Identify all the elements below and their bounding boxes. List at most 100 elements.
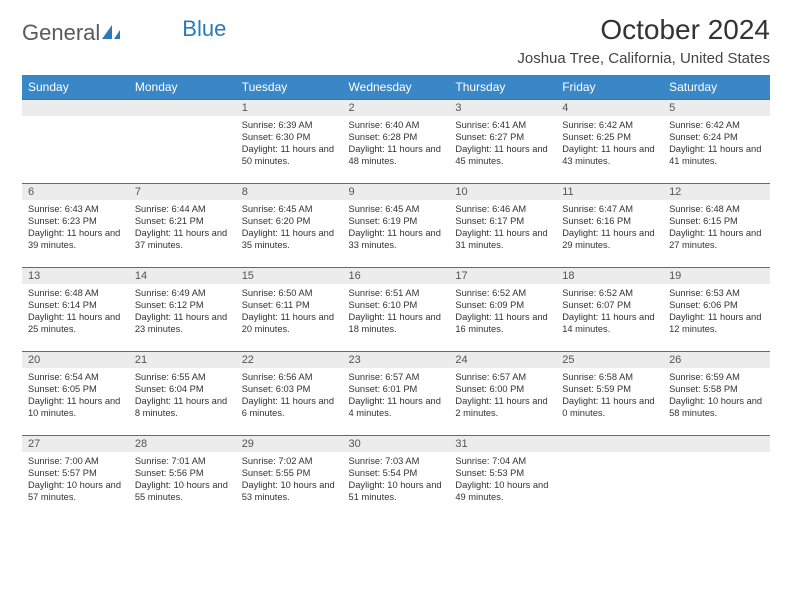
sunset-line: Sunset: 6:10 PM	[349, 299, 444, 311]
day-details: Sunrise: 6:45 AMSunset: 6:20 PMDaylight:…	[236, 200, 343, 257]
day-cell: 25Sunrise: 6:58 AMSunset: 5:59 PMDayligh…	[556, 352, 663, 436]
day-details: Sunrise: 6:57 AMSunset: 6:01 PMDaylight:…	[343, 368, 450, 425]
sunset-line: Sunset: 5:53 PM	[455, 467, 550, 479]
sunset-line: Sunset: 6:00 PM	[455, 383, 550, 395]
day-details	[556, 452, 663, 508]
day-details: Sunrise: 7:01 AMSunset: 5:56 PMDaylight:…	[129, 452, 236, 509]
daylight-line: Daylight: 11 hours and 45 minutes.	[455, 143, 550, 167]
day-header-row: SundayMondayTuesdayWednesdayThursdayFrid…	[22, 75, 770, 100]
day-details: Sunrise: 6:47 AMSunset: 6:16 PMDaylight:…	[556, 200, 663, 257]
day-number: 10	[449, 184, 556, 200]
day-number: 17	[449, 268, 556, 284]
sunset-line: Sunset: 5:54 PM	[349, 467, 444, 479]
day-number: 18	[556, 268, 663, 284]
day-number: 8	[236, 184, 343, 200]
sunset-line: Sunset: 6:20 PM	[242, 215, 337, 227]
sunrise-line: Sunrise: 6:51 AM	[349, 287, 444, 299]
sunset-line: Sunset: 6:24 PM	[669, 131, 764, 143]
day-cell: 18Sunrise: 6:52 AMSunset: 6:07 PMDayligh…	[556, 268, 663, 352]
sunset-line: Sunset: 6:05 PM	[28, 383, 123, 395]
daylight-line: Daylight: 11 hours and 25 minutes.	[28, 311, 123, 335]
day-header: Wednesday	[343, 75, 450, 100]
sunrise-line: Sunrise: 6:49 AM	[135, 287, 230, 299]
day-details: Sunrise: 7:02 AMSunset: 5:55 PMDaylight:…	[236, 452, 343, 509]
sunset-line: Sunset: 6:04 PM	[135, 383, 230, 395]
day-number: 12	[663, 184, 770, 200]
sunset-line: Sunset: 6:14 PM	[28, 299, 123, 311]
sunset-line: Sunset: 6:16 PM	[562, 215, 657, 227]
day-details: Sunrise: 6:48 AMSunset: 6:15 PMDaylight:…	[663, 200, 770, 257]
sunset-line: Sunset: 6:15 PM	[669, 215, 764, 227]
sunrise-line: Sunrise: 6:53 AM	[669, 287, 764, 299]
daylight-line: Daylight: 11 hours and 37 minutes.	[135, 227, 230, 251]
sunrise-line: Sunrise: 6:55 AM	[135, 371, 230, 383]
day-details: Sunrise: 7:04 AMSunset: 5:53 PMDaylight:…	[449, 452, 556, 509]
empty-cell	[663, 436, 770, 520]
day-cell: 26Sunrise: 6:59 AMSunset: 5:58 PMDayligh…	[663, 352, 770, 436]
sunset-line: Sunset: 6:25 PM	[562, 131, 657, 143]
logo-sail-icon	[101, 24, 123, 42]
sunset-line: Sunset: 5:58 PM	[669, 383, 764, 395]
day-details: Sunrise: 6:49 AMSunset: 6:12 PMDaylight:…	[129, 284, 236, 341]
day-details: Sunrise: 6:44 AMSunset: 6:21 PMDaylight:…	[129, 200, 236, 257]
sunset-line: Sunset: 6:30 PM	[242, 131, 337, 143]
sunrise-line: Sunrise: 6:50 AM	[242, 287, 337, 299]
day-number: 11	[556, 184, 663, 200]
day-number: 6	[22, 184, 129, 200]
daylight-line: Daylight: 11 hours and 35 minutes.	[242, 227, 337, 251]
day-details: Sunrise: 6:39 AMSunset: 6:30 PMDaylight:…	[236, 116, 343, 173]
daylight-line: Daylight: 11 hours and 23 minutes.	[135, 311, 230, 335]
day-cell: 30Sunrise: 7:03 AMSunset: 5:54 PMDayligh…	[343, 436, 450, 520]
sunset-line: Sunset: 6:06 PM	[669, 299, 764, 311]
sunrise-line: Sunrise: 6:48 AM	[669, 203, 764, 215]
month-title: October 2024	[517, 14, 770, 46]
day-details: Sunrise: 6:42 AMSunset: 6:25 PMDaylight:…	[556, 116, 663, 173]
sunrise-line: Sunrise: 6:57 AM	[455, 371, 550, 383]
day-details: Sunrise: 7:03 AMSunset: 5:54 PMDaylight:…	[343, 452, 450, 509]
day-number: 9	[343, 184, 450, 200]
location: Joshua Tree, California, United States	[517, 50, 770, 67]
sunset-line: Sunset: 6:28 PM	[349, 131, 444, 143]
day-details: Sunrise: 6:43 AMSunset: 6:23 PMDaylight:…	[22, 200, 129, 257]
sunrise-line: Sunrise: 6:59 AM	[669, 371, 764, 383]
day-cell: 17Sunrise: 6:52 AMSunset: 6:09 PMDayligh…	[449, 268, 556, 352]
sunset-line: Sunset: 6:07 PM	[562, 299, 657, 311]
day-number: 29	[236, 436, 343, 452]
logo-text-2: Blue	[182, 16, 226, 42]
day-number: 13	[22, 268, 129, 284]
day-number: 26	[663, 352, 770, 368]
day-number	[663, 436, 770, 452]
daylight-line: Daylight: 11 hours and 27 minutes.	[669, 227, 764, 251]
day-header: Monday	[129, 75, 236, 100]
daylight-line: Daylight: 10 hours and 49 minutes.	[455, 479, 550, 503]
sunrise-line: Sunrise: 6:42 AM	[562, 119, 657, 131]
day-details: Sunrise: 6:46 AMSunset: 6:17 PMDaylight:…	[449, 200, 556, 257]
week-row: 6Sunrise: 6:43 AMSunset: 6:23 PMDaylight…	[22, 184, 770, 268]
day-details: Sunrise: 6:50 AMSunset: 6:11 PMDaylight:…	[236, 284, 343, 341]
day-number: 21	[129, 352, 236, 368]
week-row: 13Sunrise: 6:48 AMSunset: 6:14 PMDayligh…	[22, 268, 770, 352]
day-details: Sunrise: 6:55 AMSunset: 6:04 PMDaylight:…	[129, 368, 236, 425]
daylight-line: Daylight: 11 hours and 33 minutes.	[349, 227, 444, 251]
sunset-line: Sunset: 5:57 PM	[28, 467, 123, 479]
daylight-line: Daylight: 11 hours and 29 minutes.	[562, 227, 657, 251]
day-cell: 9Sunrise: 6:45 AMSunset: 6:19 PMDaylight…	[343, 184, 450, 268]
day-cell: 8Sunrise: 6:45 AMSunset: 6:20 PMDaylight…	[236, 184, 343, 268]
logo: General Blue	[22, 14, 226, 46]
week-row: 27Sunrise: 7:00 AMSunset: 5:57 PMDayligh…	[22, 436, 770, 520]
sunrise-line: Sunrise: 6:48 AM	[28, 287, 123, 299]
sunrise-line: Sunrise: 6:40 AM	[349, 119, 444, 131]
day-number: 5	[663, 100, 770, 116]
sunrise-line: Sunrise: 7:02 AM	[242, 455, 337, 467]
day-details: Sunrise: 6:58 AMSunset: 5:59 PMDaylight:…	[556, 368, 663, 425]
sunrise-line: Sunrise: 6:39 AM	[242, 119, 337, 131]
sunrise-line: Sunrise: 6:57 AM	[349, 371, 444, 383]
day-number: 14	[129, 268, 236, 284]
day-cell: 7Sunrise: 6:44 AMSunset: 6:21 PMDaylight…	[129, 184, 236, 268]
day-header: Thursday	[449, 75, 556, 100]
day-number	[556, 436, 663, 452]
sunrise-line: Sunrise: 6:56 AM	[242, 371, 337, 383]
header: General Blue October 2024 Joshua Tree, C…	[22, 14, 770, 67]
daylight-line: Daylight: 11 hours and 18 minutes.	[349, 311, 444, 335]
day-number: 16	[343, 268, 450, 284]
